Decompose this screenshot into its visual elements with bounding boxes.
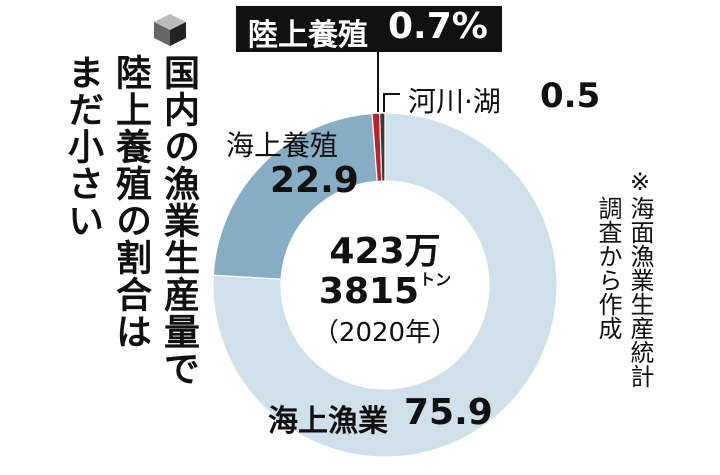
icon-cube <box>154 14 186 46</box>
center-number: 3815 <box>318 271 420 312</box>
slice-label: 海上漁業 <box>268 404 388 439</box>
leader-line <box>383 93 400 112</box>
donut-slice <box>212 112 558 458</box>
value-label: 22.9 <box>270 160 359 201</box>
center-total: 423万 <box>329 231 441 272</box>
donut-slice <box>378 112 386 182</box>
value-label: 0.7% <box>388 6 488 47</box>
slice-label: 河川·湖 <box>408 85 501 118</box>
highlight-box <box>236 6 502 52</box>
slice-label: 海上養殖 <box>226 129 339 162</box>
note-line: ※海面漁業生産統計 <box>626 168 654 388</box>
value-label: 75.9 <box>404 392 493 433</box>
center-total: 3815トン <box>300 266 470 312</box>
center-unit: トン <box>419 270 452 289</box>
center-year: （2020年） <box>312 318 458 348</box>
value-label: 0.5 <box>540 76 601 116</box>
title-line: まだ小さい <box>62 54 103 239</box>
title-line: 国内の漁業生産量で <box>158 54 199 387</box>
note-line: 調査から作成 <box>594 196 622 340</box>
title-line: 陸上養殖の割合は <box>110 54 151 350</box>
donut-slice <box>212 112 378 280</box>
slice-label: 陸上養殖 <box>248 18 368 53</box>
